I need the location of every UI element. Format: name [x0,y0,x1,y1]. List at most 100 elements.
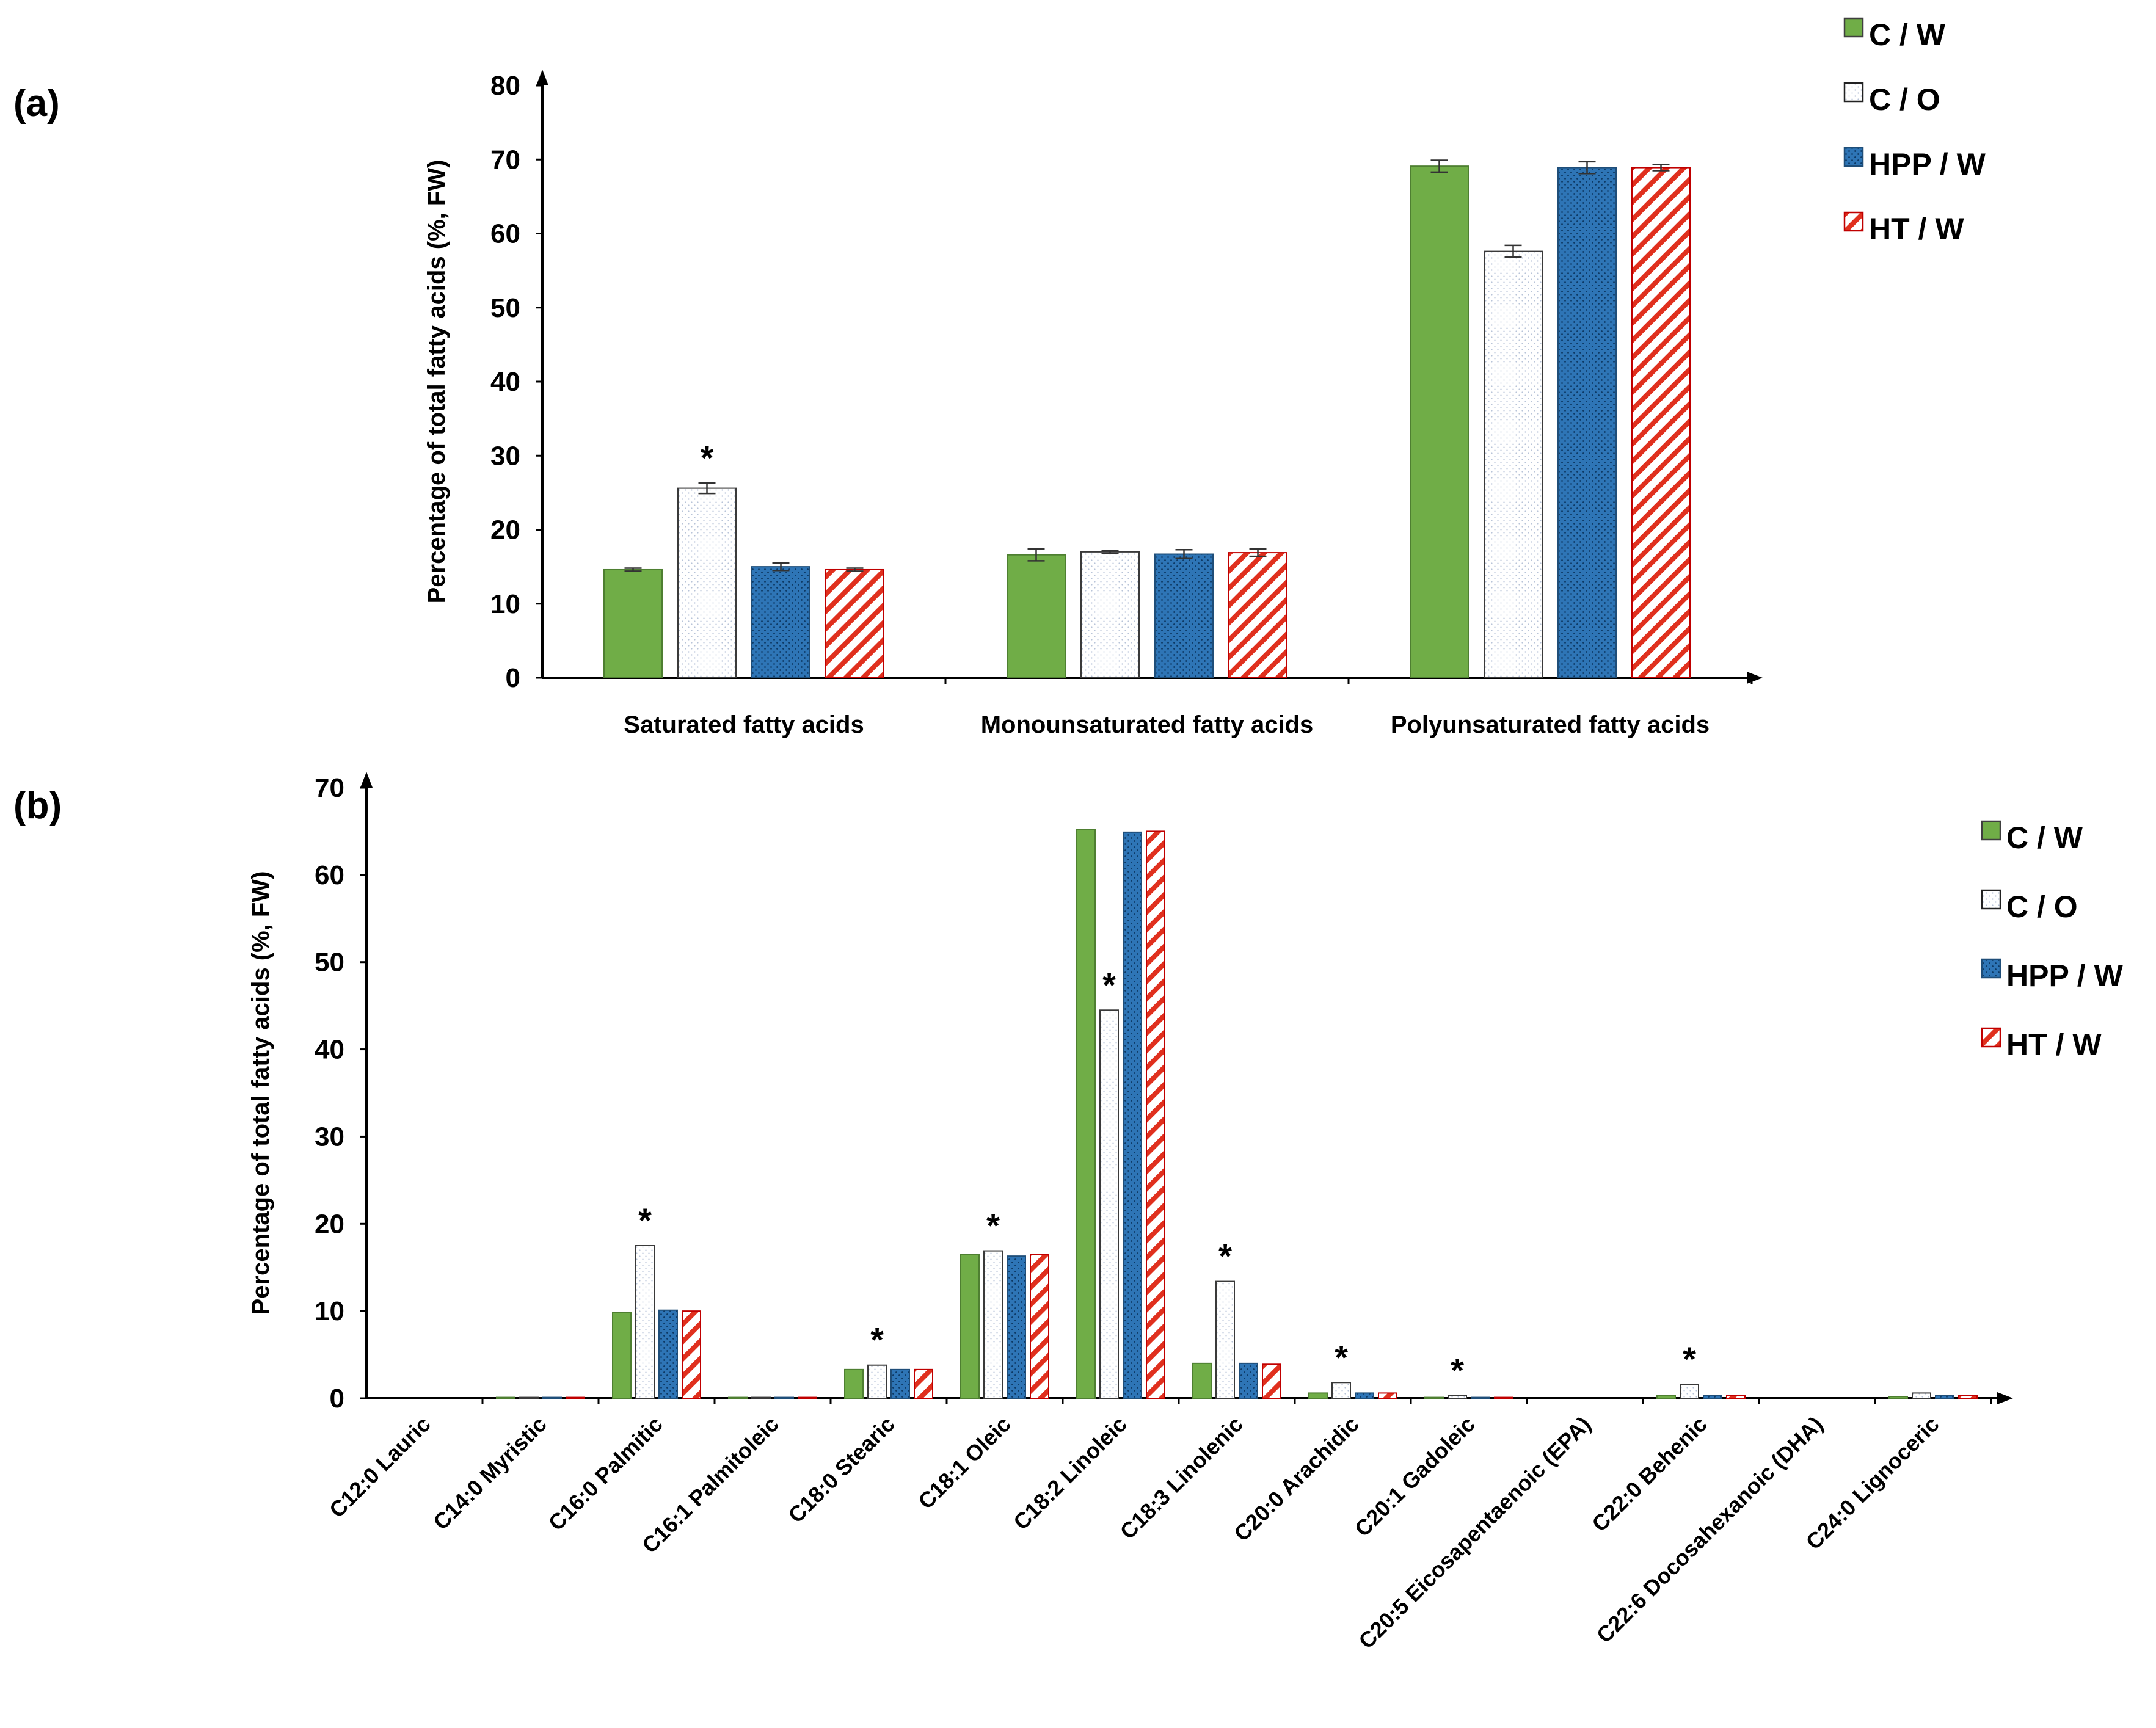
panel-b-x-label-c18-3-linolenic: C18:3 Linolenic [1115,1412,1248,1544]
panel-b-bar-c-w-c18-2-linoleic [1076,829,1096,1399]
panel-b-legend-swatch-c-w [1981,820,2001,841]
panel-a-bar-hpp-w-polyunsaturated-fatty-acids [1557,167,1617,678]
panel-b-significance-marker: * [1451,1351,1464,1390]
panel-b-x-label-c20-5-eicosapentaenoic-epa: C20:5 Eicosapentaenoic (EPA) [1353,1412,1595,1654]
panel-b-x-label-c20-1-gadoleic: C20:1 Gadoleic [1350,1412,1480,1542]
panel-b-legend-label-hpp-w: HPP / W [2006,959,2124,993]
panel-b-bar-c-o-c20-1-gadoleic [1448,1395,1467,1399]
panel-a-x-label-saturated-fatty-acids: Saturated fatty acids [624,711,864,738]
panel-a-y-tick-label: 10 [490,589,520,619]
panel-b-bar-hpp-w-c22-0-behenic [1703,1395,1722,1399]
panel-a-x-label-monounsaturated-fatty-acids: Monounsaturated fatty acids [981,711,1314,738]
panel-b-bar-ht-w-c18-2-linoleic [1146,830,1165,1399]
panel-b-bar-c-w-c18-1-oleic [960,1254,980,1399]
panel-b-bar-c-o-c16-0-palmitic [635,1245,655,1399]
panel-a-y-tick-label: 70 [490,145,520,175]
panel-b-y-tick-label: 70 [315,773,344,803]
panel-b-bar-ht-w-c24-0-lignoceric [1958,1395,1978,1399]
panel-a-bar-c-o-monounsaturated-fatty-acids [1080,551,1140,678]
panel-b-y-tick-label: 30 [315,1122,344,1152]
panel-b-x-label-c22-6-docosahexanoic-dha: C22:6 Docosahexanoic (DHA) [1592,1412,1828,1648]
panel-b-bar-c-o-c24-0-lignoceric [1912,1392,1931,1399]
panel-b-y-tick-label: 60 [315,860,344,890]
panel-b-bar-c-w-c16-0-palmitic [612,1312,632,1399]
panel-a-legend-swatch-hpp-w [1843,147,1864,167]
panel-b-y-tick-label: 20 [315,1209,344,1239]
panel-a-y-tick-label: 60 [490,219,520,249]
panel-a-bar-ht-w-polyunsaturated-fatty-acids [1631,167,1691,678]
panel-b-bar-hpp-w-c24-0-lignoceric [1935,1395,1954,1399]
panel-a-y-tick-label: 0 [506,663,520,693]
panel-a-y-tick-label: 30 [490,441,520,471]
panel-a-x-label-polyunsaturated-fatty-acids: Polyunsaturated fatty acids [1391,711,1710,738]
panel-b-bar-hpp-w-c20-0-arachidic [1355,1392,1374,1399]
panel-b-bar-c-o-c18-1-oleic [983,1250,1003,1399]
panel-a-bar-c-w-saturated-fatty-acids [603,568,663,678]
panel-b-bar-hpp-w-c18-3-linolenic [1239,1362,1258,1399]
panel-b-bar-ht-w-c18-0-stearic [914,1368,933,1399]
panel-a-legend-swatch-c-w [1843,17,1864,38]
panel-b-bar-ht-w-c22-0-behenic [1726,1395,1746,1399]
panel-a-bar-c-o-polyunsaturated-fatty-acids [1484,250,1543,679]
panel-a: 0 10 20 30 40 50 60 70 80 Percentage of total fat… [423,17,1986,738]
panel-a-y-axis-title: Percentage of total fatty acids (%, FW) [423,160,450,604]
panel-b-bar-c-w-c20-0-arachidic [1308,1392,1328,1399]
panel-a-legend-label-hpp-w: HPP / W [1869,147,1986,181]
panel-b-bar-c-o-c18-2-linoleic [1099,1009,1119,1399]
panel-b-x-label-c14-0-myristic: C14:0 Myristic [428,1412,552,1535]
panel-b-y-tick-label: 40 [315,1035,344,1065]
panel-b-significance-marker: * [1102,965,1116,1004]
panel-a-y-tick-label: 40 [490,367,520,397]
panel-b-significance-marker: * [1335,1338,1348,1376]
panel-a-y-axis-arrow [536,70,548,85]
panel-b-legend-swatch-hpp-w [1981,958,2001,979]
panel-b-label: (b) [13,785,62,827]
panel-b-bar-c-w-c18-0-stearic [844,1368,864,1399]
panel-b-bar-ht-w-c18-1-oleic [1030,1254,1049,1399]
panel-a-bar-c-w-monounsaturated-fatty-acids [1007,554,1066,678]
panel-a-label: (a) [13,82,60,125]
panel-b-bar-c-w-c24-0-lignoceric [1888,1396,1908,1399]
panel-b-x-label-c16-0-palmitic: C16:0 Palmitic [544,1412,668,1536]
panel-a-legend-label-ht-w: HT / W [1869,212,1964,246]
panel-b-significance-marker: * [870,1321,884,1359]
panel-b-bar-c-o-c18-3-linolenic [1215,1280,1235,1399]
panel-b-bar-c-o-c20-0-arachidic [1331,1382,1351,1399]
panel-a-bar-hpp-w-saturated-fatty-acids [751,566,810,678]
panel-b-significance-marker: * [638,1201,652,1240]
panel-b-legend-label-c-w: C / W [2006,821,2083,855]
panel-b-bar-c-w-c18-3-linolenic [1192,1362,1212,1399]
panel-b-legend-label-ht-w: HT / W [2006,1028,2102,1062]
panel-b-x-label-c20-0-arachidic: C20:0 Arachidic [1229,1412,1363,1546]
panel-a-legend-swatch-c-o [1843,82,1864,103]
panel-b-bar-c-w-c22-0-behenic [1656,1395,1676,1399]
panel-b-bar-c-o-c18-0-stearic [867,1364,887,1399]
panel-b: 0 10 20 30 40 50 60 70 Percentage of total fatty… [247,772,2124,1654]
panel-b-x-label-c22-0-behenic: C22:0 Behenic [1587,1412,1711,1536]
panel-b-bar-hpp-w-c16-0-palmitic [658,1309,678,1399]
panel-a-bar-hpp-w-monounsaturated-fatty-acids [1154,553,1214,679]
panel-a-x-axis-arrow [1747,672,1763,684]
panel-b-bar-ht-w-c20-0-arachidic [1378,1392,1397,1399]
panel-b-y-tick-label: 0 [330,1384,344,1414]
panel-b-y-axis-title: Percentage of total fatty acids (%, FW) [247,871,274,1315]
panel-b-significance-marker: * [1683,1340,1696,1378]
panel-a-bar-ht-w-monounsaturated-fatty-acids [1228,552,1287,679]
panel-b-y-axis-arrow [360,772,373,788]
panel-a-legend-label-c-w: C / W [1869,18,1946,52]
panel-b-x-label-c18-1-oleic: C18:1 Oleic [913,1412,1016,1514]
panel-a-bar-c-w-polyunsaturated-fatty-acids [1410,165,1469,679]
panel-a-legend-label-c-o: C / O [1869,82,1940,117]
panel-a-significance-marker: * [701,438,714,477]
panel-a-bar-ht-w-saturated-fatty-acids [825,568,884,678]
panel-a-y-tick-label: 80 [490,71,520,101]
panel-a-y-tick-label: 20 [490,515,520,545]
panel-b-bar-hpp-w-c18-2-linoleic [1123,831,1142,1399]
panel-b-y-tick-label: 50 [315,948,344,978]
panel-a-y-tick-label: 50 [490,293,520,323]
panel-b-y-tick-label: 10 [315,1296,344,1326]
panel-a-legend-swatch-ht-w [1843,211,1864,232]
panel-b-bar-ht-w-c16-0-palmitic [682,1310,701,1399]
panel-b-x-label-c18-2-linoleic: C18:2 Linoleic [1008,1412,1132,1535]
